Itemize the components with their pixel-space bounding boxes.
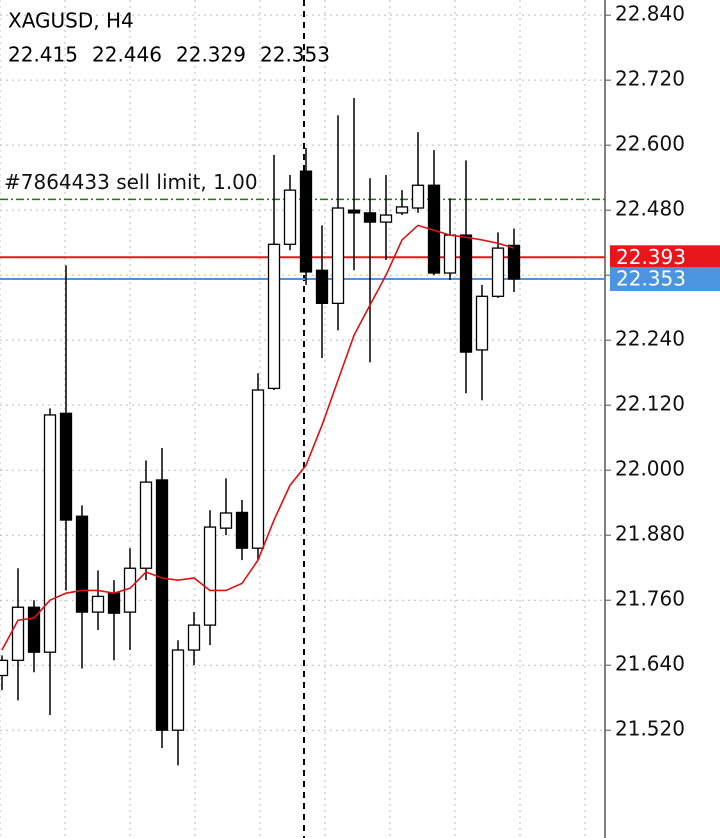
y-tick-label: 22.840 [615, 2, 685, 26]
symbol-title: XAGUSD, H4 [8, 9, 134, 33]
y-tick-label: 21.520 [615, 717, 685, 741]
grid [0, 0, 605, 838]
candle-body [475, 295, 489, 351]
price-label: 22.393 [616, 245, 686, 269]
candle-body [27, 606, 41, 653]
y-tick-label: 22.600 [615, 132, 685, 156]
candle-body [459, 234, 473, 353]
candle-body [107, 592, 121, 614]
candle-body [171, 649, 185, 731]
quote-open: 22.415 [8, 43, 78, 67]
y-tick-label: 22.480 [615, 197, 685, 221]
candle-body [75, 515, 89, 613]
candle-body [0, 659, 9, 677]
candle-body [331, 207, 345, 304]
candle-body [411, 184, 425, 209]
quote-close: 22.353 [260, 43, 330, 67]
y-tick-label: 22.240 [615, 327, 685, 351]
candle-body [347, 209, 361, 214]
candle-body [283, 189, 297, 245]
y-tick-label: 22.120 [615, 392, 685, 416]
candle-body [491, 247, 505, 297]
candle-body [395, 206, 409, 214]
candle-body [139, 481, 153, 569]
candle-body [299, 170, 313, 273]
y-tick-label: 22.720 [615, 67, 685, 91]
price-label: 22.353 [616, 266, 686, 290]
candle-body [235, 511, 249, 549]
candle-body [59, 412, 73, 521]
quote-high: 22.446 [92, 43, 162, 67]
candle-body [187, 624, 201, 651]
candle-body [315, 269, 329, 304]
candle-body [219, 512, 233, 529]
candle-body [379, 214, 393, 223]
candle-body [507, 244, 521, 280]
candle-body [203, 526, 217, 626]
candle-body [155, 479, 169, 731]
candle-body [11, 606, 25, 661]
y-tick-label: 21.880 [615, 522, 685, 546]
y-tick-label: 21.760 [615, 587, 685, 611]
moving-average [1, 224, 515, 651]
candle-body [251, 389, 265, 549]
order-label: #7864433 sell limit, 1.00 [4, 170, 258, 194]
candle-body [91, 595, 105, 613]
y-tick-label: 21.640 [615, 652, 685, 676]
quote-low: 22.329 [176, 43, 246, 67]
price-label-box [610, 245, 720, 270]
candle-body [443, 234, 457, 274]
candle-body [363, 212, 377, 223]
candle-body [267, 243, 281, 390]
price-label-box [610, 266, 720, 291]
candle-body [43, 414, 57, 653]
y-tick-label: 22.000 [615, 457, 685, 481]
